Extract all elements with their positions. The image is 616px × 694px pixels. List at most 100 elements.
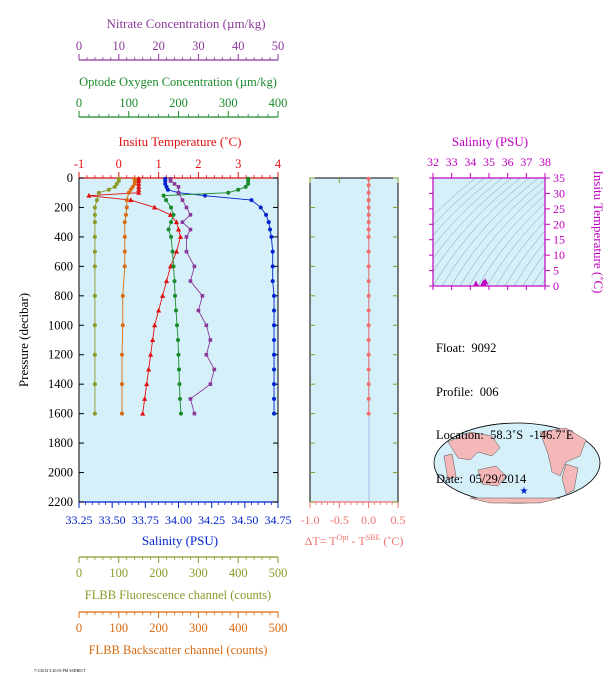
ts-salinity-axis-label: Salinity (PSU) xyxy=(452,134,528,149)
ts-temperature-tick-label: 0 xyxy=(553,279,559,293)
optode-oxygen-point xyxy=(161,193,166,198)
salinity-tick-label: 33.75 xyxy=(132,513,159,527)
salinity-point xyxy=(269,234,274,239)
map-land-asia xyxy=(447,431,501,461)
temperature-tick-label: 4 xyxy=(275,157,282,171)
flbb-fluorescence-point xyxy=(92,293,97,298)
flbb-fluorescence-point xyxy=(92,212,97,217)
nitrate-point xyxy=(188,213,193,217)
optode-oxygen-point xyxy=(176,367,181,372)
flbb-backscatter-point xyxy=(126,190,131,195)
flbb-backscatter-point xyxy=(120,323,125,328)
dt-tick-label: 0.5 xyxy=(391,513,406,527)
insitu-temperature-point xyxy=(144,381,150,387)
nitrate-point xyxy=(188,227,193,232)
salinity-point xyxy=(249,198,254,203)
nitrate-tick-label: 40 xyxy=(232,39,245,53)
optode-oxygen-point xyxy=(246,181,251,186)
ts-isopycnal-line xyxy=(477,202,545,286)
optode-oxygen-point xyxy=(169,205,174,210)
pressure-tick-label: 2000 xyxy=(48,466,73,480)
oxygen-tick-label: 100 xyxy=(119,96,138,110)
nitrate-point xyxy=(176,185,181,189)
pressure-tick-label: 1400 xyxy=(48,377,73,391)
ts-isopycnals xyxy=(433,178,545,286)
delta-t-point xyxy=(366,234,371,239)
ts-temperature-axis-label: Insitu Temperature (˚C) xyxy=(591,170,606,293)
nitrate-tick-label: 20 xyxy=(152,39,165,53)
salinity-tick-label: 34.00 xyxy=(165,513,192,527)
ts-temperature-tick-label: 35 xyxy=(553,171,565,185)
ts-temperature-tick-label: 30 xyxy=(553,186,565,200)
delta-t-point xyxy=(366,382,371,387)
dt-plot-area xyxy=(310,178,398,502)
flbb-backscatter-point xyxy=(132,181,137,186)
flbb-fluorescence-point xyxy=(92,323,97,328)
ts-isopycnal-line xyxy=(522,252,545,286)
backscatter-axis-label: FLBB Backscatter channel (counts) xyxy=(89,643,268,657)
delta-t-point xyxy=(366,264,371,269)
data-layer xyxy=(86,175,489,416)
oxygen-tick-label: 0 xyxy=(76,96,82,110)
optode-oxygen-point xyxy=(178,411,183,416)
oxygen-tick-label: 400 xyxy=(269,96,288,110)
backscatter-tick-label: 500 xyxy=(269,621,288,635)
insitu-temperature-point xyxy=(128,197,134,203)
flbb-fluorescence-point xyxy=(92,411,97,416)
delta-t-point xyxy=(366,190,371,195)
pressure-tick-label: 2200 xyxy=(48,495,73,509)
delta-t-point xyxy=(366,338,371,342)
ts-salinity-tick-label: 34 xyxy=(464,155,476,169)
ts-plot-area xyxy=(433,178,545,286)
delta-t-point xyxy=(366,176,371,181)
pressure-axis-label: Pressure (decibar) xyxy=(16,293,31,387)
delta-t-point xyxy=(366,227,371,232)
axes-layer: 0 10 20 30 40 500 100 200 300 400-1 0 1 2 3 433.25 33.5… xyxy=(48,39,565,635)
delta-t-point xyxy=(366,249,371,254)
ts-temperature-tick-label: 20 xyxy=(553,217,565,231)
insitu-temperature-point xyxy=(136,181,142,186)
ts-isopycnal-line xyxy=(433,178,531,286)
fluorescence-axis-label: FLBB Fluorescence channel (counts) xyxy=(85,588,271,602)
salinity-point xyxy=(258,205,263,210)
delta-t-point xyxy=(366,367,371,372)
salinity-point xyxy=(165,187,170,192)
flbb-fluorescence-point xyxy=(114,181,119,186)
ts-isopycnal-line xyxy=(504,230,545,286)
insitu-temperature-point xyxy=(152,204,158,210)
salinity-point xyxy=(272,367,277,372)
delta-t-point xyxy=(366,212,371,217)
flbb-fluorescence-point xyxy=(92,205,97,210)
salinity-point xyxy=(272,411,277,416)
optode-oxygen-point xyxy=(171,212,176,217)
optode-oxygen-point xyxy=(236,187,241,192)
fluorescence-tick-label: 400 xyxy=(229,566,248,580)
ts-isopycnal-line xyxy=(513,241,545,286)
flbb-backscatter-point xyxy=(122,249,127,254)
backscatter-tick-label: 0 xyxy=(76,621,82,635)
salinity-point xyxy=(272,396,277,401)
optode-oxygen-point xyxy=(166,227,171,232)
nitrate-point xyxy=(184,249,189,254)
optode-oxygen-point xyxy=(176,338,181,342)
salinity-point xyxy=(270,249,275,254)
float-id: Float: 9092 xyxy=(436,341,497,355)
dt-tick-label: 0.0 xyxy=(361,513,376,527)
map-land-australia xyxy=(477,465,507,487)
fluorescence-tick-label: 500 xyxy=(269,566,288,580)
insitu-temperature-point xyxy=(173,248,180,254)
flbb-backscatter-point xyxy=(119,352,124,357)
ts-isopycnal-line xyxy=(495,220,545,286)
ts-temperature-tick-label: 15 xyxy=(553,233,565,247)
temperature-axis-label: Insitu Temperature (˚C) xyxy=(118,134,241,149)
flbb-fluorescence-point xyxy=(116,178,121,183)
nitrate-point xyxy=(196,308,201,313)
salinity-tick-label: 34.50 xyxy=(231,513,258,527)
optode-oxygen-point xyxy=(246,178,251,183)
insitu-temperature-point xyxy=(163,278,170,284)
salinity-point xyxy=(268,227,273,232)
insitu-temperature-point xyxy=(142,396,148,401)
ts-salinity-tick-label: 37 xyxy=(520,155,532,169)
profile-number: Profile: 006 xyxy=(436,384,499,399)
flbb-backscatter-point xyxy=(130,184,135,189)
